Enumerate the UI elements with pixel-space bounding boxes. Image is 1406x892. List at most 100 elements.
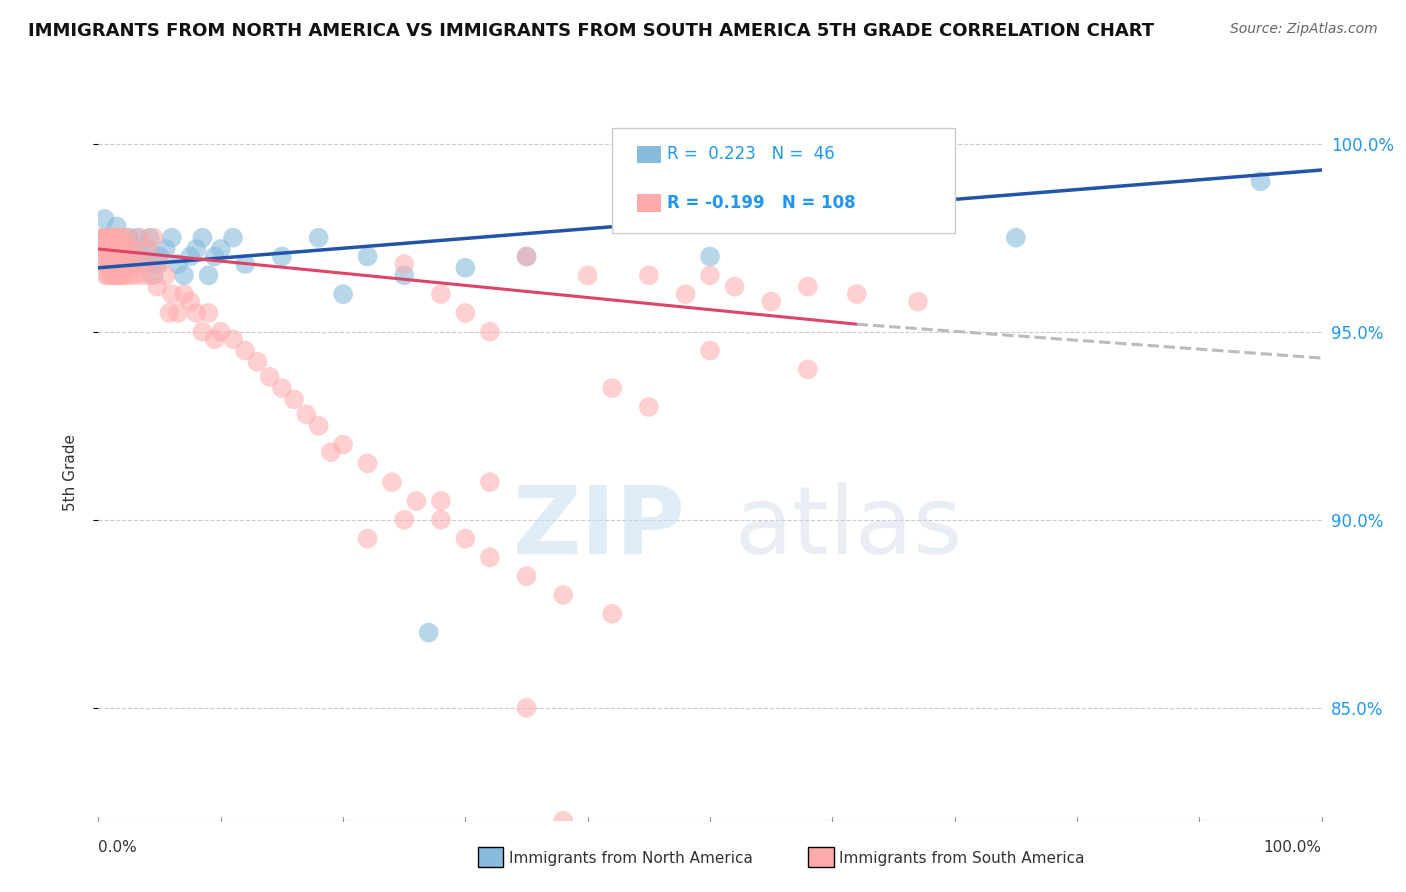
Point <box>430 494 453 508</box>
Point <box>478 550 501 565</box>
Point <box>553 588 575 602</box>
Point <box>797 279 820 293</box>
Bar <box>637 194 661 212</box>
Point <box>108 242 131 256</box>
Point <box>191 230 214 244</box>
Point <box>112 257 135 271</box>
Point <box>405 494 427 508</box>
Point <box>129 230 152 244</box>
Point <box>104 230 127 244</box>
Point <box>454 306 477 320</box>
Point <box>197 306 219 320</box>
Point <box>515 250 537 264</box>
Point <box>356 532 378 546</box>
Point <box>270 381 294 395</box>
Point <box>186 306 208 320</box>
Point <box>173 268 195 283</box>
Point <box>98 257 121 271</box>
Point <box>93 257 115 271</box>
Point <box>308 418 330 433</box>
Point <box>1249 174 1271 188</box>
Point <box>105 242 128 256</box>
Point <box>146 257 169 271</box>
Point <box>675 287 697 301</box>
Bar <box>637 145 661 163</box>
Point <box>112 242 135 256</box>
Point <box>100 257 122 271</box>
Point <box>129 250 152 264</box>
Point <box>160 287 183 301</box>
Point <box>478 475 501 490</box>
Point <box>103 257 125 271</box>
Point <box>308 230 330 244</box>
Text: 0.0%: 0.0% <box>98 840 138 855</box>
Point <box>149 257 172 271</box>
Text: Immigrants from South America: Immigrants from South America <box>839 851 1085 865</box>
Point <box>155 242 177 256</box>
Point <box>107 230 129 244</box>
Point <box>454 260 477 275</box>
Point <box>381 475 404 490</box>
Text: ZIP: ZIP <box>513 483 686 574</box>
Point <box>124 257 146 271</box>
Point <box>121 242 143 256</box>
Point <box>259 369 281 384</box>
Point <box>96 242 118 256</box>
Point <box>90 230 112 244</box>
Point <box>94 268 117 283</box>
Point <box>222 230 245 244</box>
Point <box>797 362 820 376</box>
Point <box>191 325 214 339</box>
Point <box>136 242 159 256</box>
Point <box>699 268 721 283</box>
Point <box>101 242 124 256</box>
Point <box>907 294 929 309</box>
Point <box>233 257 256 271</box>
Point <box>104 268 127 283</box>
Point <box>576 268 599 283</box>
Point <box>209 242 232 256</box>
Point <box>91 242 114 256</box>
Point <box>91 230 114 244</box>
Point <box>179 294 201 309</box>
Point <box>392 268 416 283</box>
Point <box>120 268 142 283</box>
Point <box>600 381 623 395</box>
Point <box>111 242 134 256</box>
Point <box>100 230 122 244</box>
Point <box>233 343 256 358</box>
Point <box>142 268 165 283</box>
Point <box>105 268 128 283</box>
Point <box>139 230 162 244</box>
Point <box>478 325 501 339</box>
Point <box>111 230 134 244</box>
Point <box>118 230 141 244</box>
Point <box>356 250 378 264</box>
Point <box>186 242 208 256</box>
Point <box>103 242 125 256</box>
Point <box>283 392 305 407</box>
Point <box>515 701 537 715</box>
Point <box>101 242 124 256</box>
Point <box>155 268 177 283</box>
Point <box>845 287 868 301</box>
Point <box>270 250 294 264</box>
Point <box>110 230 132 244</box>
Point <box>110 268 132 283</box>
Point <box>146 279 169 293</box>
Point <box>97 268 120 283</box>
Point <box>167 306 190 320</box>
Point <box>142 230 165 244</box>
Point <box>430 513 453 527</box>
Point <box>121 242 143 256</box>
Point <box>127 230 149 244</box>
Point <box>515 250 537 264</box>
Text: Immigrants from North America: Immigrants from North America <box>509 851 752 865</box>
Point <box>209 325 232 339</box>
Text: 100.0%: 100.0% <box>1264 840 1322 855</box>
Point <box>118 242 141 256</box>
Point <box>761 294 783 309</box>
Point <box>114 257 136 271</box>
Text: R =  0.223   N =  46: R = 0.223 N = 46 <box>668 145 835 163</box>
Point <box>204 250 226 264</box>
